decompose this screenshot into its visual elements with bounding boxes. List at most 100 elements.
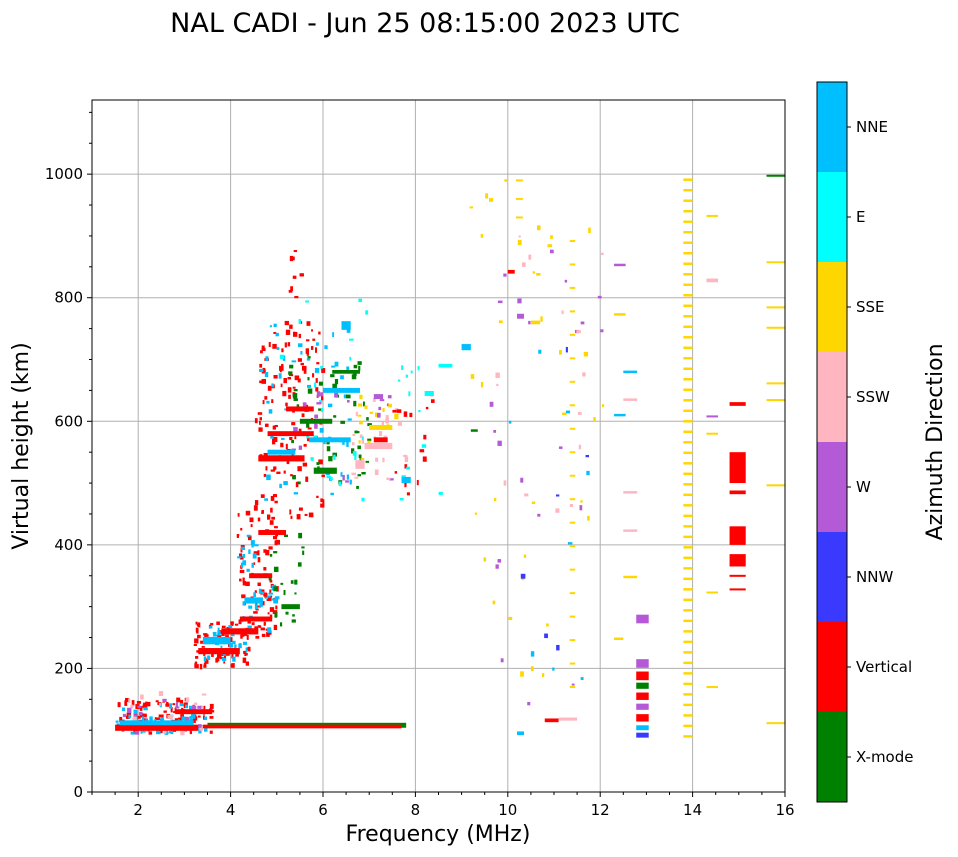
echo-point (261, 347, 266, 352)
colorbar-tick-label: NNE (856, 118, 888, 136)
echo-point (161, 714, 164, 720)
echo-point (174, 718, 180, 722)
x-tick-label: 2 (133, 801, 143, 819)
echo-point (316, 362, 320, 365)
echo-point (189, 715, 193, 721)
echo-point (297, 562, 302, 567)
echo-point (254, 604, 258, 610)
echo-point (158, 714, 163, 718)
echo-point (361, 436, 364, 441)
echo-point (148, 731, 153, 735)
echo-column-mark (569, 427, 576, 430)
echo-point (274, 500, 278, 504)
echo-point (292, 386, 296, 389)
echo-point (305, 339, 310, 342)
echo-point (315, 342, 319, 346)
echo-column-mark (569, 545, 576, 548)
echo-point (326, 475, 332, 479)
echo-segment (636, 703, 649, 710)
echo-column-mark (683, 251, 693, 255)
echo-point (354, 454, 357, 460)
echo-point (293, 492, 299, 495)
echo-point (397, 422, 402, 426)
echo-point (170, 714, 174, 721)
echo-point (536, 225, 541, 231)
echo-segment (636, 692, 649, 700)
echo-point (284, 320, 289, 326)
echo-point (276, 586, 279, 592)
echo-point (167, 714, 171, 719)
echo-point (155, 700, 159, 703)
echo-point (259, 368, 264, 373)
echo-point (253, 505, 258, 511)
echo-column-mark (683, 357, 693, 360)
echo-segment (706, 432, 719, 435)
echo-point (494, 497, 497, 502)
echo-column-mark (683, 409, 693, 413)
echo-point (216, 621, 220, 625)
echo-point (264, 371, 269, 378)
echo-point (352, 433, 356, 437)
echo-column-mark (683, 388, 693, 392)
echo-point (221, 633, 225, 636)
echo-point (291, 448, 296, 451)
colorbar-tick-label: SSE (856, 298, 885, 316)
echo-point (257, 557, 261, 563)
echo-point (329, 477, 333, 481)
echo-point (210, 710, 215, 713)
echo-segment (332, 370, 360, 374)
echo-column-mark (683, 430, 693, 434)
echo-point (139, 713, 144, 718)
plot-area (115, 174, 785, 738)
echo-point (263, 567, 267, 571)
echo-column-mark (569, 568, 576, 571)
echo-point (234, 644, 237, 650)
echo-point (351, 374, 357, 380)
echo-point (189, 730, 192, 735)
echo-point (241, 594, 246, 599)
echo-column-mark (683, 367, 693, 371)
echo-column-mark (683, 735, 693, 738)
echo-point (262, 367, 266, 372)
echo-point (240, 546, 245, 551)
echo-point (199, 663, 203, 670)
echo-point (334, 378, 339, 385)
echo-point (330, 492, 334, 496)
echo-point (265, 466, 268, 471)
echo-point (294, 592, 297, 595)
echo-point (192, 719, 196, 724)
echo-point (307, 388, 313, 394)
echo-point (342, 441, 345, 445)
echo-point (130, 731, 135, 735)
echo-point (550, 235, 553, 239)
echo-point (247, 625, 252, 630)
echo-point (253, 562, 256, 565)
echo-point (275, 332, 279, 337)
echo-point (295, 481, 299, 488)
echo-point (600, 329, 604, 333)
colorbar-tick-label: X-mode (856, 748, 913, 766)
echo-point (582, 372, 586, 377)
echo-point (246, 568, 250, 572)
echo-point (249, 517, 254, 523)
echo-point (240, 548, 243, 553)
echo-point (326, 446, 331, 452)
colorbar-label: Azimuth Direction (923, 343, 948, 540)
echo-point (285, 611, 289, 615)
x-tick-label: 10 (498, 801, 517, 819)
echo-segment (614, 313, 626, 316)
echo-point (602, 404, 605, 408)
echo-point (588, 227, 591, 233)
echo-point (394, 471, 398, 474)
echo-point (359, 394, 363, 400)
echo-point (403, 411, 408, 417)
echo-column-mark (683, 472, 693, 476)
echo-point (293, 250, 298, 253)
echo-segment (636, 725, 649, 731)
echo-point (358, 414, 362, 417)
echo-point (290, 580, 294, 584)
echo-point (306, 422, 310, 428)
echo-column-mark (683, 220, 693, 223)
echo-point (300, 362, 304, 366)
echo-point (273, 331, 277, 334)
